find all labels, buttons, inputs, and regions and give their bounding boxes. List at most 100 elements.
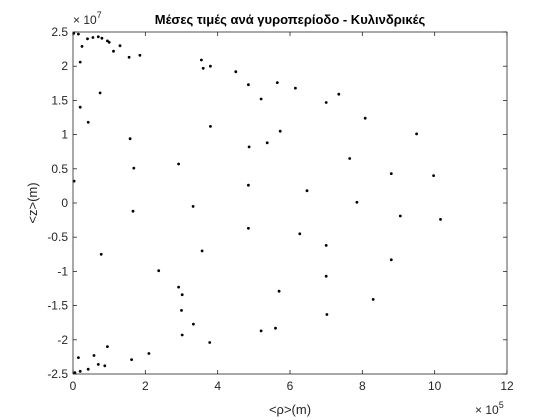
data-point [294,86,297,90]
data-point [200,249,204,253]
data-point [128,137,132,141]
y-exponent-power: 7 [97,10,102,20]
data-point [177,285,181,289]
data-point [86,120,90,124]
data-point [201,66,205,70]
data-point [324,274,328,278]
y-tick-label: -2.5 [47,367,68,381]
data-point [147,352,151,355]
y-tick-label: 0 [61,196,68,210]
data-point [180,309,183,312]
data-point [78,60,82,64]
x-tick-label: 0 [70,379,77,393]
data-point [78,105,82,109]
data-point [96,35,100,39]
x-axis-label: <ρ>(m) [269,402,311,417]
data-point [99,252,103,256]
data-point [77,356,80,359]
data-points [72,32,442,374]
data-point [138,53,142,57]
data-point [191,205,195,208]
data-point [324,101,328,104]
data-point [112,49,115,53]
data-point [337,92,341,96]
y-tick-label: 1.5 [51,93,68,107]
data-point [107,40,111,44]
data-point [275,81,279,84]
data-point [157,269,161,273]
data-point [92,354,96,357]
data-point [371,298,375,301]
x-tick-label: 2 [142,379,149,393]
data-point [305,189,309,193]
data-point [77,32,80,36]
y-exponent-base: × 10 [73,13,97,27]
data-point [86,37,89,41]
x-exponent-base: × 10 [475,403,499,417]
y-axis-ticks: -2.5 -2 -1.5 -1 -0.5 0 0.5 1 1.5 2 2.5 [47,25,507,381]
data-point [103,364,107,368]
y-axis-label: <z>(m) [25,182,40,223]
data-point [247,183,250,187]
data-point [389,172,393,176]
axes-box [72,31,508,375]
data-point [208,341,212,344]
data-point [132,166,136,170]
data-point [247,83,250,87]
plot-area-background [73,32,507,374]
data-point [325,313,329,316]
x-tick-label: 4 [214,379,221,393]
data-point [247,145,251,149]
y-tick-label: 2 [61,59,68,73]
data-point [118,44,122,48]
data-point [180,293,184,297]
data-point [265,141,269,145]
y-tick-label: -1.5 [47,299,68,313]
data-point [247,226,250,230]
y-tick-label: 0.5 [51,162,68,176]
data-point [274,326,277,330]
data-point [432,174,435,178]
y-tick-label: -0.5 [47,230,68,244]
data-point [363,116,367,120]
data-point [80,45,84,48]
data-point [389,258,393,262]
data-point [234,70,238,74]
data-point [86,367,90,371]
data-point [415,132,418,136]
data-point [96,363,100,366]
data-point [177,162,181,166]
y-tick-label: -2 [57,333,68,347]
x-tick-label: 8 [359,379,366,393]
y-axis-exponent: × 107 [73,10,102,27]
data-point [439,218,442,221]
data-point [100,36,104,40]
x-axis-exponent: × 105 [475,400,504,417]
x-tick-label: 12 [500,379,514,393]
data-point [355,200,359,204]
data-point [91,36,95,39]
data-point [348,157,352,160]
data-point [209,125,212,128]
data-point [98,91,102,95]
data-point [106,345,109,348]
x-tick-label: 10 [428,379,442,393]
chart-title: Μέσες τιμές ανά γυροπερίοδο - Κυλινδρικέ… [155,12,426,27]
data-point [398,214,402,218]
x-tick-label: 6 [287,379,294,393]
data-point [78,369,82,373]
data-point [127,55,131,59]
data-point [259,97,263,101]
data-point [131,209,135,213]
data-point [298,232,302,236]
data-point [192,322,195,326]
data-point [324,244,328,247]
y-tick-label: 1 [61,128,68,142]
y-tick-label: 2.5 [51,25,68,39]
data-point [200,58,203,62]
data-point [259,329,263,333]
data-point [209,64,212,68]
x-exponent-power: 5 [499,400,504,410]
